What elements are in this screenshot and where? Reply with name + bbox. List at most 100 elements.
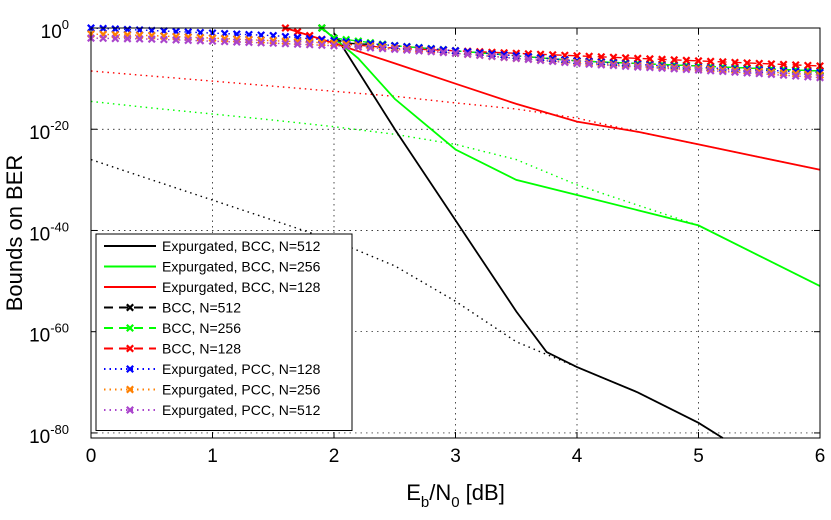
series-marker (487, 52, 496, 61)
series-marker (597, 60, 606, 69)
series-line (285, 27, 821, 171)
marker-stroke (730, 68, 739, 77)
marker-stroke (439, 48, 448, 57)
series-marker (706, 57, 715, 66)
series-marker (232, 37, 241, 46)
x-tick-label: 3 (450, 446, 461, 467)
marker-stroke (427, 47, 436, 56)
series-marker (621, 53, 630, 62)
legend-entry: BCC, N=256 (104, 320, 241, 336)
series-marker (439, 48, 448, 57)
series-marker (767, 59, 776, 68)
marker-stroke (269, 36, 278, 45)
series-marker (512, 54, 521, 63)
marker-stroke (755, 69, 764, 78)
series-marker (220, 37, 229, 46)
marker-stroke (743, 68, 752, 77)
series-marker (184, 36, 193, 45)
marker-stroke (126, 385, 134, 394)
axis-ticks: 0 1 2 3 4 5 6 100 10-20 10-40 10-60 10-80 (29, 17, 825, 467)
y-tick-label: 10-40 (29, 219, 69, 245)
series-marker (524, 55, 533, 64)
series-marker (463, 50, 472, 59)
x-tick-label: 6 (815, 446, 826, 467)
marker-stroke (475, 48, 484, 57)
series-marker (670, 55, 679, 64)
legend-label: Expurgated, BCC, N=512 (162, 238, 321, 254)
marker-stroke (126, 344, 134, 353)
marker-stroke (451, 46, 460, 55)
marker-stroke (585, 60, 594, 69)
legend-marker (126, 385, 134, 394)
legend-entry: Expurgated, BCC, N=512 (104, 238, 321, 254)
marker-stroke (682, 65, 691, 74)
y-tick-label: 10-80 (29, 422, 69, 448)
marker-stroke (791, 72, 800, 80)
y-tick-label: 10-60 (29, 321, 69, 347)
series-line (90, 100, 821, 287)
marker-stroke (99, 24, 108, 33)
y-tick-label: 10-20 (29, 118, 69, 144)
legend-entry: Expurgated, BCC, N=256 (104, 259, 321, 275)
marker-stroke (706, 66, 715, 75)
marker-stroke (548, 54, 557, 63)
marker-stroke (609, 61, 618, 70)
marker-stroke (767, 68, 776, 77)
marker-stroke (123, 34, 132, 43)
x-tick-label: 5 (693, 446, 704, 467)
marker-stroke (791, 69, 800, 78)
marker-stroke (99, 34, 108, 43)
y-axis-label: Bounds on BER (2, 155, 27, 312)
series-layer (87, 24, 824, 439)
marker-stroke (743, 58, 752, 67)
series-marker (560, 55, 569, 64)
series-marker (767, 68, 776, 77)
marker-stroke (305, 40, 314, 49)
marker-stroke (573, 59, 581, 68)
x-tick-label: 0 (86, 446, 97, 467)
series-marker (135, 34, 144, 43)
series-marker (609, 61, 618, 70)
marker-stroke (730, 58, 739, 67)
marker-stroke (803, 72, 812, 81)
series-marker (791, 60, 800, 69)
marker-stroke (451, 49, 460, 58)
marker-stroke (560, 58, 569, 67)
marker-stroke (500, 53, 509, 62)
x-tick-label: 4 (572, 446, 583, 467)
marker-stroke (682, 56, 691, 65)
legend-entry: Expurgated, PCC, N=512 (104, 402, 321, 418)
series-marker (451, 49, 460, 58)
marker-stroke (597, 60, 606, 69)
marker-stroke (281, 39, 290, 48)
marker-stroke (718, 57, 727, 66)
series-marker (500, 53, 509, 62)
series-marker (196, 36, 205, 45)
series-marker (330, 41, 338, 50)
series-marker (767, 70, 776, 79)
marker-stroke (803, 61, 812, 70)
series-marker (743, 58, 752, 67)
legend-label: BCC, N=512 (162, 300, 241, 316)
series-marker (281, 39, 290, 48)
legend-entry: Expurgated, BCC, N=128 (104, 279, 321, 295)
series-line (90, 70, 821, 171)
series-marker (706, 66, 715, 75)
series-2 (285, 27, 821, 171)
series-marker (585, 60, 594, 69)
x-tick-label: 1 (207, 446, 218, 467)
marker-stroke (378, 44, 387, 53)
marker-stroke (670, 55, 679, 64)
marker-stroke (670, 64, 679, 73)
series-marker (257, 36, 266, 45)
series-marker (779, 68, 788, 77)
series-line (285, 27, 821, 67)
marker-stroke (694, 56, 703, 65)
marker-stroke (694, 66, 703, 74)
series-marker (208, 37, 217, 46)
series-marker (730, 66, 739, 75)
marker-stroke (536, 56, 545, 65)
series-marker (354, 43, 363, 52)
series-marker (244, 38, 253, 47)
marker-stroke (390, 45, 399, 54)
